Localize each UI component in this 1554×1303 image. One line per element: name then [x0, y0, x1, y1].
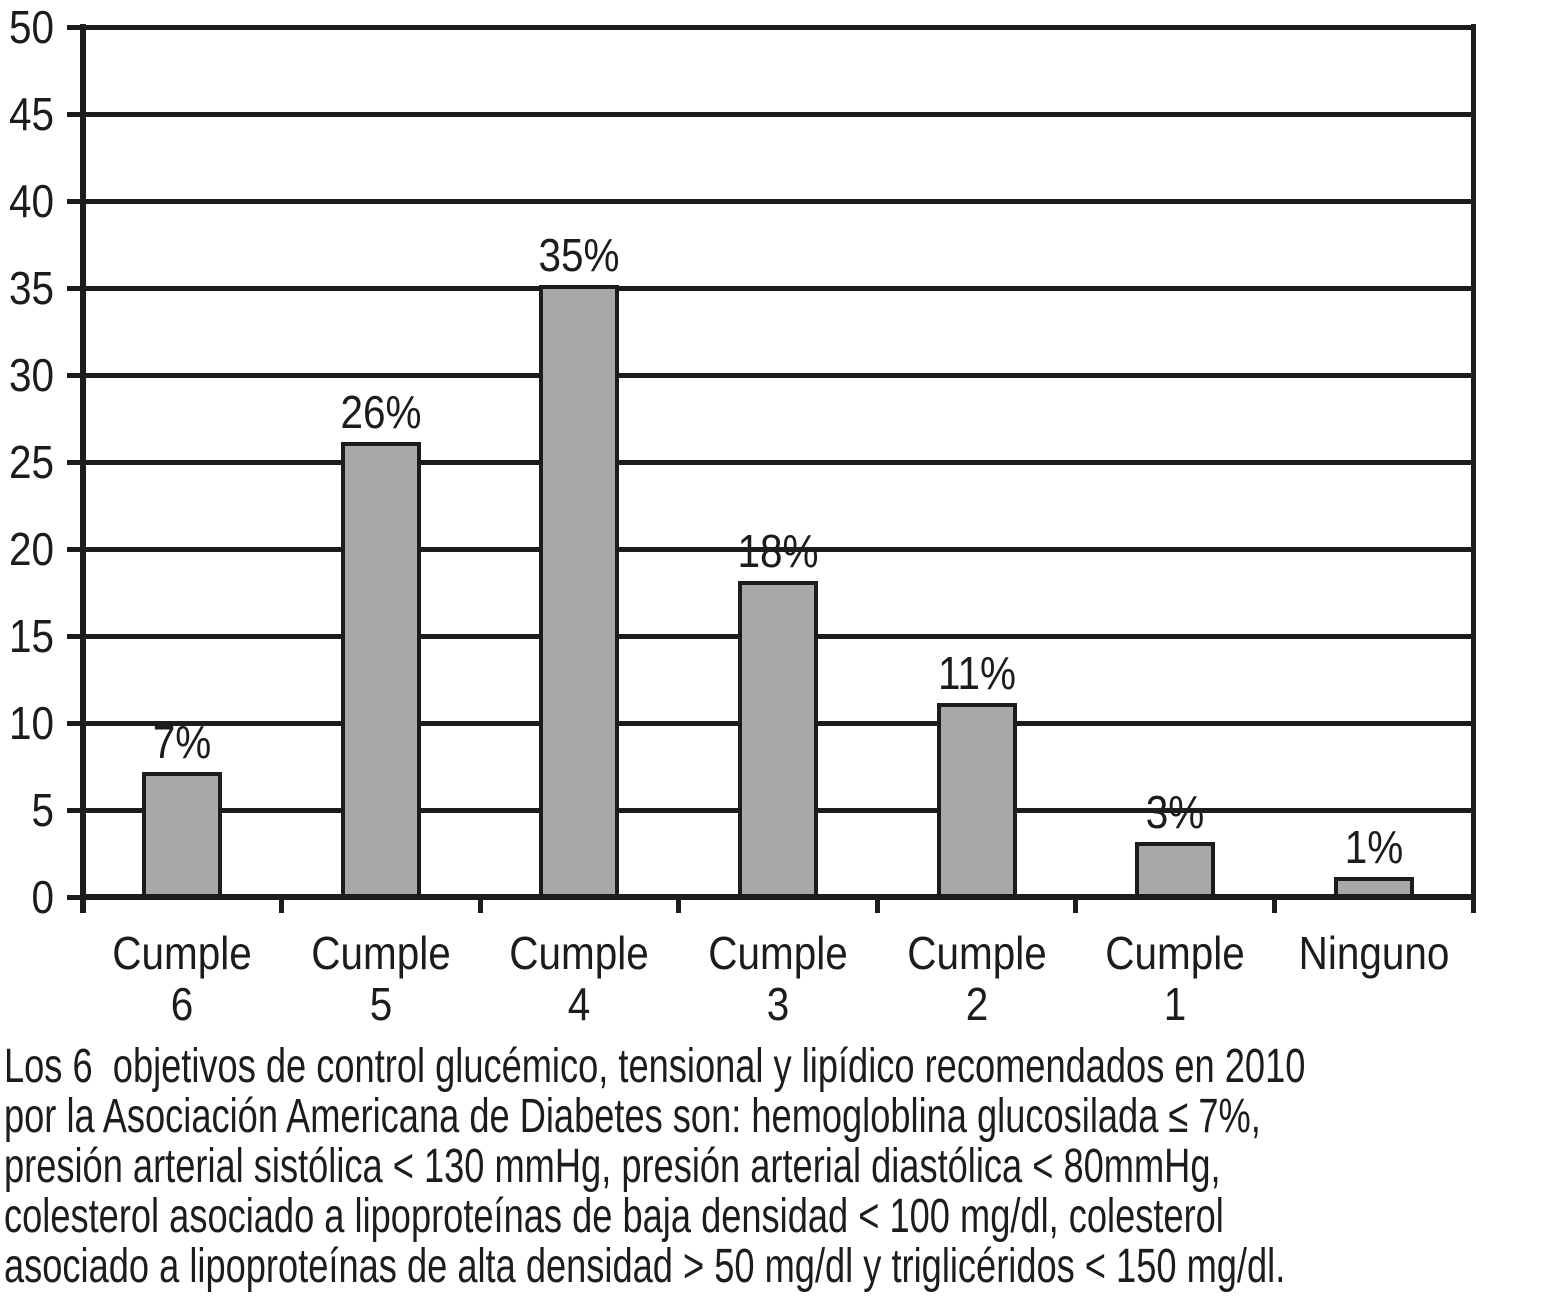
y-axis-tick-label: 50 [8, 1, 54, 53]
y-axis-tick [67, 634, 83, 639]
y-axis-tick-label: 35 [8, 262, 54, 314]
bar-value-label: 1% [1344, 821, 1404, 873]
gridline [83, 373, 1473, 378]
bar-cumple-1 [1135, 842, 1215, 897]
y-axis-tick-label: 0 [31, 871, 54, 923]
x-axis-tick [81, 897, 86, 913]
gridline [83, 199, 1473, 204]
y-axis-tick-label: 40 [8, 175, 54, 227]
x-axis-tick [1073, 897, 1078, 913]
gridline [83, 547, 1473, 552]
x-axis-tick [676, 897, 681, 913]
gridline [83, 25, 1473, 30]
x-axis-category-label: Ninguno [1298, 927, 1450, 979]
y-axis-tick [67, 460, 83, 465]
bar-cumple-5 [341, 442, 421, 897]
y-axis-tick-label: 20 [8, 523, 54, 575]
y-axis-tick [67, 808, 83, 813]
plot-right-border [1471, 24, 1476, 913]
y-axis-tick [67, 721, 83, 726]
y-axis-tick-label: 15 [8, 610, 54, 662]
caption-line: colesterol asociado a lipoproteínas de b… [4, 1190, 1224, 1243]
x-axis-tick [1471, 897, 1476, 913]
y-axis-tick-label: 5 [31, 784, 54, 836]
y-axis-tick [67, 286, 83, 291]
gridline [83, 460, 1473, 465]
x-axis-tick [478, 897, 483, 913]
y-axis-tick-label: 45 [8, 88, 54, 140]
x-axis-category-label: Cumple 4 [509, 927, 649, 1030]
x-axis-category-label: Cumple 5 [311, 927, 451, 1030]
bar-cumple-6 [142, 772, 222, 897]
gridline [83, 286, 1473, 291]
x-axis-category-label: Cumple 2 [907, 927, 1047, 1030]
bar-ninguno [1334, 877, 1414, 897]
x-axis-category-label: Cumple 3 [708, 927, 848, 1030]
figure-caption: Los 6 objetivos de control glucémico, te… [4, 1042, 1554, 1292]
y-axis-tick [67, 547, 83, 552]
caption-line: por la Asociación Americana de Diabetes … [4, 1090, 1261, 1143]
y-axis-tick [67, 199, 83, 204]
bar-value-label: 18% [737, 525, 819, 577]
caption-line: presión arterial sistólica < 130 mmHg, p… [4, 1140, 1221, 1193]
gridline [83, 112, 1473, 117]
x-axis-tick [279, 897, 284, 913]
x-axis-tick [1272, 897, 1277, 913]
bar-cumple-2 [937, 703, 1017, 897]
caption-line: asociado a lipoproteínas de alta densida… [4, 1240, 1286, 1293]
y-axis-tick-label: 25 [8, 436, 54, 488]
x-axis-category-label: Cumple 1 [1105, 927, 1245, 1030]
x-axis-tick [875, 897, 880, 913]
x-axis-category-label: Cumple 6 [112, 927, 252, 1030]
bar-cumple-4 [539, 285, 619, 897]
y-axis-tick [67, 25, 83, 30]
y-axis-tick [67, 112, 83, 117]
y-axis-line [80, 24, 86, 913]
bar-cumple-3 [738, 581, 818, 897]
bar-value-label: 3% [1145, 786, 1205, 838]
bar-value-label: 7% [152, 716, 212, 768]
bar-value-label: 35% [538, 229, 620, 281]
bar-value-label: 26% [340, 386, 422, 438]
y-axis-tick-label: 10 [8, 697, 54, 749]
y-axis-tick-label: 30 [8, 349, 54, 401]
bar-value-label: 11% [937, 647, 1017, 699]
x-axis-line [80, 894, 1476, 900]
y-axis-tick [67, 373, 83, 378]
y-axis-tick [67, 895, 83, 900]
caption-line: Los 6 objetivos de control glucémico, te… [4, 1040, 1306, 1093]
